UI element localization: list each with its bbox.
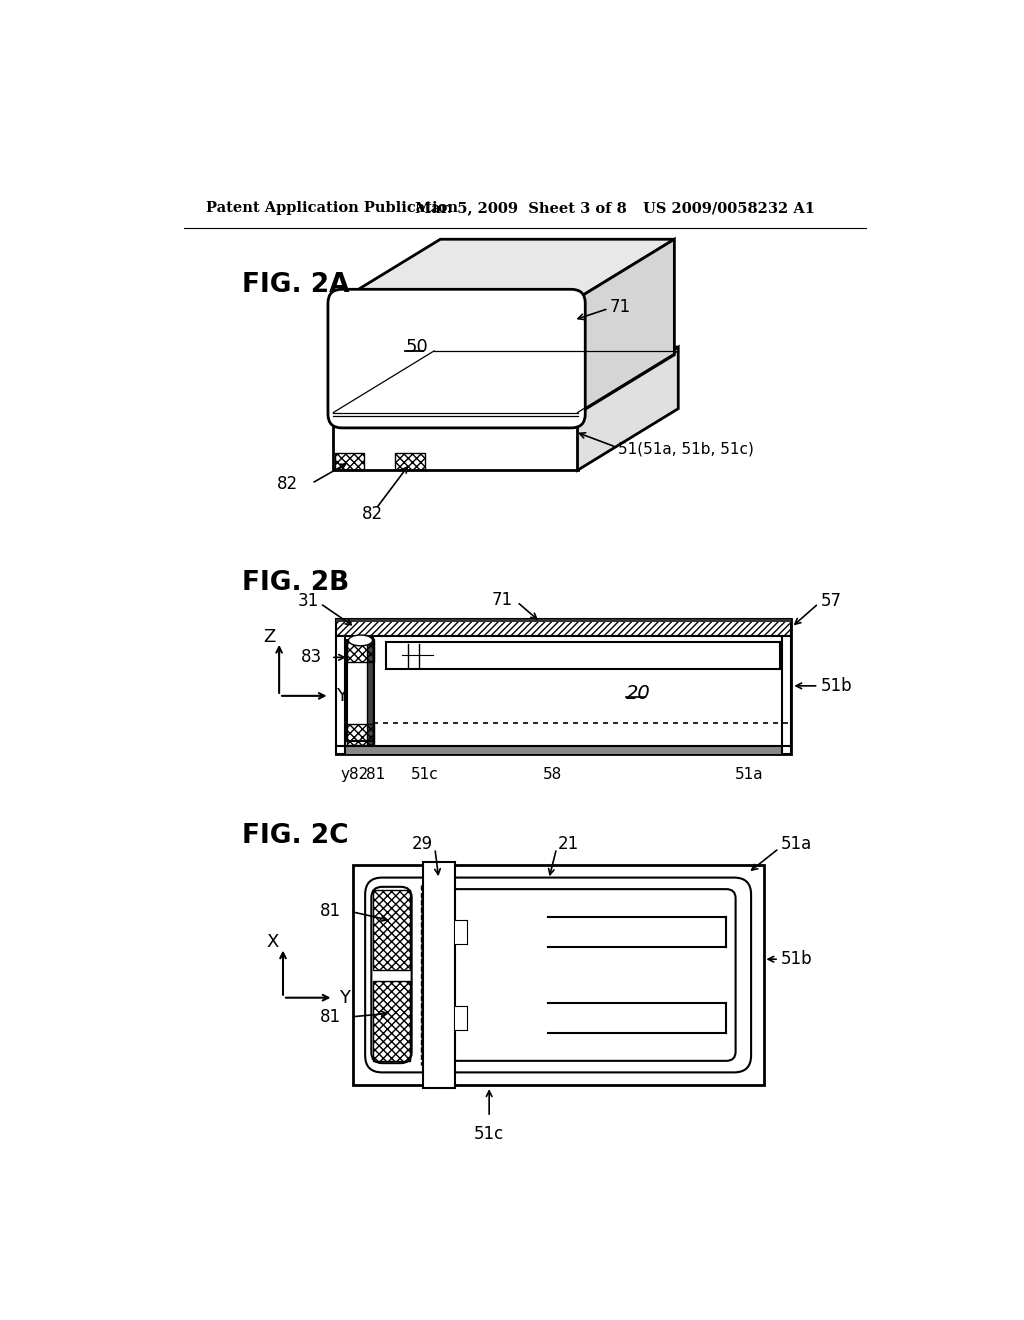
- Text: 81: 81: [319, 903, 341, 920]
- Bar: [352, 866, 764, 1085]
- Bar: [395, 453, 425, 470]
- Text: 29: 29: [412, 836, 432, 854]
- Polygon shape: [340, 239, 675, 301]
- Bar: [423, 862, 455, 1088]
- Bar: [336, 619, 792, 636]
- Bar: [367, 638, 373, 746]
- Text: 82: 82: [278, 475, 299, 494]
- Text: 71: 71: [610, 298, 631, 315]
- Text: 83: 83: [301, 648, 322, 667]
- Polygon shape: [578, 347, 678, 470]
- Bar: [548, 1003, 726, 1034]
- Bar: [455, 920, 467, 944]
- Text: 71: 71: [493, 590, 513, 609]
- Polygon shape: [573, 239, 675, 416]
- Bar: [373, 981, 410, 1061]
- Text: Patent Application Publication: Patent Application Publication: [206, 202, 458, 215]
- Bar: [336, 636, 345, 754]
- Text: 57: 57: [821, 593, 842, 610]
- Text: FIG. 2C: FIG. 2C: [242, 822, 348, 849]
- Text: FIG. 2A: FIG. 2A: [242, 272, 349, 298]
- Text: y82: y82: [340, 767, 369, 783]
- Text: 81: 81: [367, 767, 386, 783]
- FancyBboxPatch shape: [372, 887, 412, 1063]
- Text: 51a: 51a: [780, 836, 812, 854]
- Ellipse shape: [348, 635, 373, 645]
- Text: Mar. 5, 2009  Sheet 3 of 8: Mar. 5, 2009 Sheet 3 of 8: [415, 202, 627, 215]
- Bar: [336, 619, 792, 622]
- Bar: [336, 746, 792, 754]
- FancyBboxPatch shape: [423, 890, 735, 1061]
- Text: 51b: 51b: [780, 950, 812, 968]
- Text: 51c: 51c: [411, 767, 438, 783]
- Bar: [373, 890, 410, 970]
- Bar: [335, 453, 365, 470]
- Text: Y: Y: [339, 989, 350, 1007]
- Text: US 2009/0058232 A1: US 2009/0058232 A1: [643, 202, 815, 215]
- Polygon shape: [334, 347, 678, 409]
- Text: 20: 20: [626, 684, 650, 704]
- FancyBboxPatch shape: [328, 289, 586, 428]
- Polygon shape: [334, 409, 578, 470]
- Text: 50: 50: [406, 338, 428, 356]
- Text: 58: 58: [543, 767, 562, 783]
- Text: 81: 81: [319, 1008, 341, 1026]
- Bar: [548, 917, 726, 948]
- Text: 51c: 51c: [474, 1125, 504, 1143]
- Text: Y: Y: [336, 686, 347, 705]
- Text: X: X: [266, 933, 280, 952]
- Text: 21: 21: [558, 836, 580, 854]
- Bar: [347, 640, 375, 663]
- FancyBboxPatch shape: [366, 878, 751, 1072]
- Text: Z: Z: [263, 628, 275, 647]
- Bar: [347, 723, 375, 744]
- Text: 82: 82: [361, 506, 383, 523]
- Text: 31: 31: [297, 593, 318, 610]
- Bar: [455, 1006, 467, 1030]
- Text: 51a: 51a: [734, 767, 763, 783]
- Bar: [386, 642, 779, 669]
- Text: 51b: 51b: [821, 677, 852, 694]
- Bar: [347, 640, 375, 742]
- Bar: [336, 619, 792, 754]
- Bar: [782, 636, 792, 754]
- Text: 51(51a, 51b, 51c): 51(51a, 51b, 51c): [617, 441, 754, 457]
- Text: FIG. 2B: FIG. 2B: [242, 570, 349, 597]
